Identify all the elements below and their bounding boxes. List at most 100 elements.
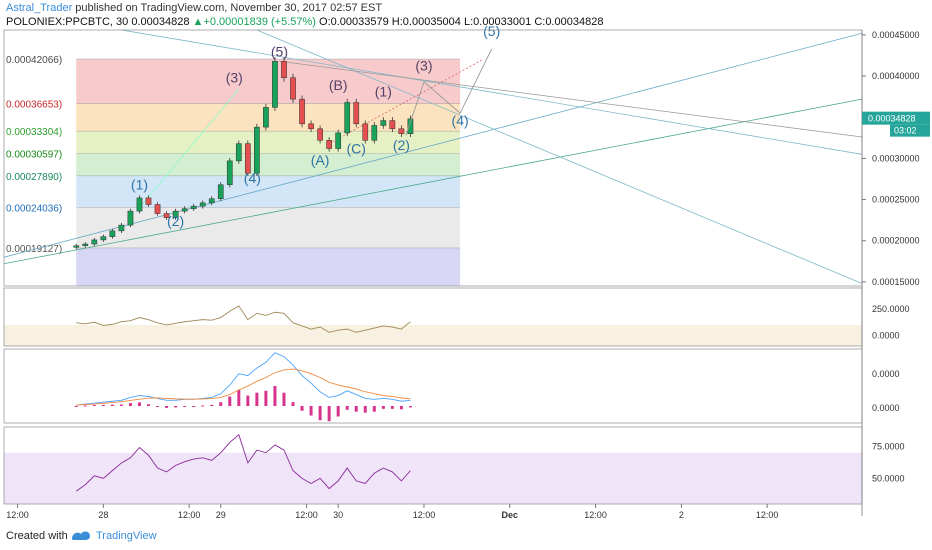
countdown-bg [890,124,930,137]
rsi-panel[interactable] [4,433,862,504]
macd-hist-bar [336,406,340,417]
macd-hist-bar [291,402,295,406]
candle [326,140,332,149]
trendline [328,59,483,144]
fib-level-label: 0.00024036) [6,204,62,215]
tradingview-brand[interactable]: TradingView [96,530,157,542]
candle [172,210,179,218]
y-tick-label: 50.0000 [872,473,905,483]
trendline [139,89,240,209]
macd-hist-bar [399,406,403,410]
x-tick-label: 12:00 [413,510,436,520]
y-tick-label: 0.00030000 [872,153,920,163]
countdown-tag: 03:02 [894,126,917,136]
chart-canvas[interactable]: 0.00042066) 0.00036653) 0.00033304) 0.00030… [0,0,932,522]
x-tick-label: 29 [216,510,226,520]
candle [181,208,188,212]
price-panel[interactable]: 0.00042066) 0.00036653) 0.00033304) 0.00030… [3,23,863,286]
macd-hist-bar [101,404,105,406]
fib-band [76,59,461,104]
x-tick-label: 28 [98,510,108,520]
macd-hist-bar [192,406,196,407]
wave-label: (1) [375,84,392,100]
candle [389,120,396,130]
macd-hist-bar [183,406,187,407]
candle [290,77,296,100]
candle [73,245,80,248]
candle [127,210,134,226]
macd-hist-bar [381,406,385,409]
candle [254,126,260,174]
wave-label: (2) [393,137,410,153]
candle [136,197,143,212]
macd-hist-bar [147,404,151,406]
candle [407,118,414,134]
macd-hist-bar [137,402,141,406]
trendline [3,98,863,265]
candle [335,132,342,149]
macd-hist-bar [110,404,114,406]
candle [380,120,387,126]
y-tick-label: 0.00020000 [872,236,920,246]
candle [281,61,287,78]
wave-label: (C) [347,140,366,156]
candle [190,205,197,209]
y-tick-label: 75.0000 [872,441,905,451]
wave-label: (3) [226,70,243,86]
macd-hist-bar [165,406,169,408]
wave-label: (B) [329,77,348,93]
trendline [121,29,863,155]
fib-level-label: 0.00042066) [6,55,62,66]
rsi-line [75,433,411,492]
candle [362,123,369,141]
wave-label: (1) [131,177,148,193]
cci-band [4,324,862,346]
candle [109,230,116,237]
macd-hist-bar [74,406,78,407]
ohlc-values: O:0.00033579 H:0.00035004 L:0.00033001 C… [319,16,604,28]
macd-panel[interactable] [74,352,412,422]
macd-hist-bar [282,392,286,406]
y-tick-label: 0.0000 [872,403,900,413]
candle [371,125,378,141]
y-tick-label: 0.00025000 [872,195,920,205]
macd-hist-bar [390,406,394,409]
y-tick-label: 0.00015000 [872,277,920,287]
macd-hist-bar [92,405,96,407]
macd-hist-bar [246,395,250,406]
projection-path [405,48,493,136]
trendline [279,60,863,138]
cci-panel[interactable] [4,305,862,346]
macd-hist-bar [318,406,322,421]
fib-level-label: 0.00030597) [6,149,62,160]
axes: 0.000450000.000400000.000350000.00030000… [3,29,930,520]
candle [208,198,215,204]
y-tick-label: 0.0000 [872,369,900,379]
wave-label: (4) [452,112,469,128]
y-tick-label: 0.0000 [872,330,900,340]
fib-band [76,247,461,286]
candle [308,123,314,130]
candle [163,213,170,218]
x-tick-label: 12:00 [295,510,318,520]
macd-hist-bar [264,390,268,406]
fib-band [76,207,461,248]
candle [100,236,107,241]
macd-hist-bar [83,405,87,407]
macd-hist-bar [174,406,178,408]
wave-label: (3) [415,57,432,73]
tradingview-logo-icon [72,531,90,540]
author-link[interactable]: Astral_Trader [6,2,73,14]
fib-level-label: 0.00033304) [6,127,62,138]
fib-level-label: 0.00027890) [6,172,62,183]
macd-line [76,352,411,406]
up-arrow-icon: ▲ [192,16,204,28]
candle [398,128,405,134]
wave-label: (2) [167,213,184,229]
footer: Created with TradingView [0,522,932,550]
macd-hist-bar [219,402,223,406]
macd-hist-bar [372,406,376,412]
x-tick-label: 30 [333,510,343,520]
symbol-info: POLONIEX:PPCBTC, 30 0.00034828 ▲+0.00001… [6,16,603,28]
macd-hist-bar [228,396,232,406]
